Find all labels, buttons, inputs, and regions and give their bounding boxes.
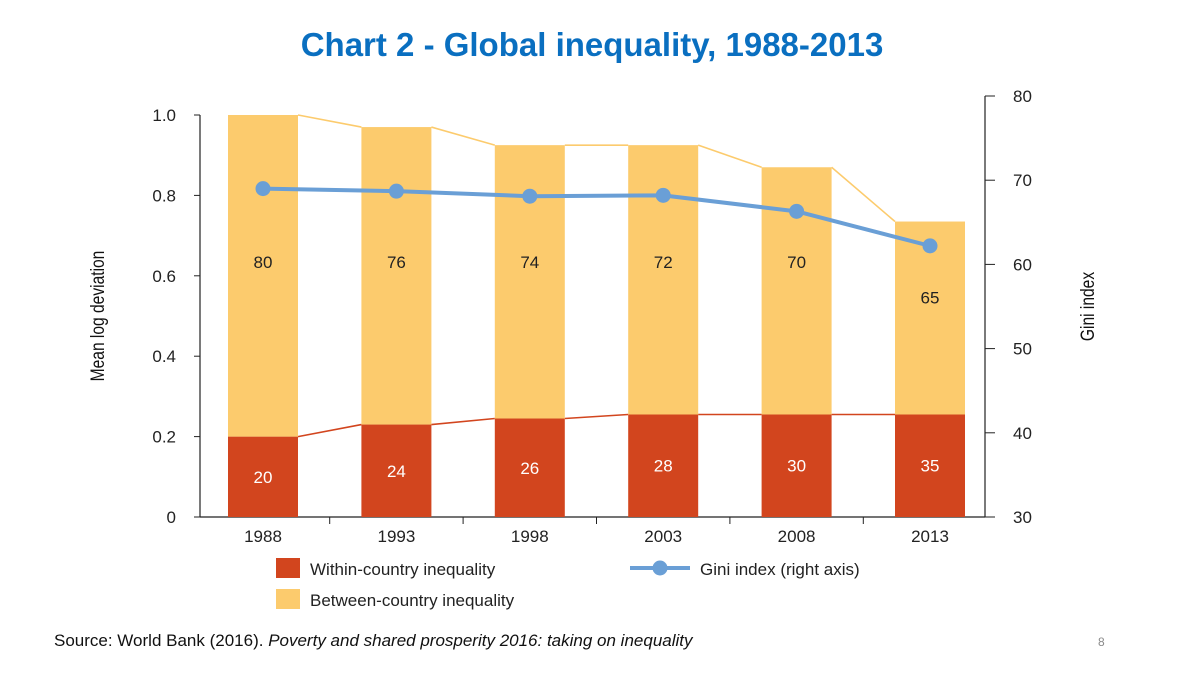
left-tick-label: 0.6 — [152, 267, 176, 286]
gini-point — [922, 238, 938, 254]
gini-line — [262, 186, 931, 248]
legend-label-between: Between-country inequality — [310, 591, 515, 610]
between-connector — [431, 126, 496, 146]
bar-within — [228, 436, 298, 517]
right-tick-label: 80 — [1013, 87, 1032, 106]
bar-between-label: 74 — [520, 253, 539, 272]
bar-between-label: 80 — [254, 253, 273, 272]
left-tick-label: 0 — [167, 508, 176, 527]
within-connector — [297, 423, 362, 438]
bars-layer — [228, 114, 965, 517]
right-tick-label: 30 — [1013, 508, 1032, 527]
gini-point — [255, 181, 271, 197]
right-tick-label: 70 — [1013, 171, 1032, 190]
bar-within — [494, 418, 565, 517]
within-connector — [431, 417, 495, 426]
bar-between-label: 76 — [387, 253, 406, 272]
legend-label-within: Within-country inequality — [310, 560, 496, 579]
y2-axis-title: Gini index — [1077, 272, 1099, 342]
bar-between — [228, 115, 298, 437]
between-connector — [697, 144, 762, 169]
legend-swatch-within — [276, 558, 300, 578]
source-title: Poverty and shared prosperity 2016: taki… — [268, 631, 693, 650]
gini-point — [789, 203, 805, 219]
bar-within — [628, 414, 699, 517]
x-tick-label: 1988 — [244, 527, 282, 546]
left-tick-label: 0.2 — [152, 428, 176, 447]
left-tick-label: 0.8 — [152, 186, 176, 205]
labels-layer: 0 0.2 0.4 0.6 0.8 1.0 30 40 50 60 70 80 1988 1993 1998… — [87, 87, 1099, 546]
source-note: Source: World Bank (2016). Poverty and s… — [54, 631, 693, 651]
bar-within-label: 26 — [520, 459, 539, 478]
within-connector — [564, 413, 629, 420]
right-tick-label: 50 — [1013, 340, 1032, 359]
page-number: 8 — [1098, 635, 1105, 649]
axes-layer — [194, 95, 995, 524]
right-tick-label: 40 — [1013, 424, 1032, 443]
bar-between — [494, 145, 565, 419]
bar-between-label: 72 — [654, 253, 673, 272]
bar-within — [761, 414, 832, 517]
gini-point — [388, 183, 404, 199]
bar-within-label: 30 — [787, 457, 806, 476]
y-axis-title: Mean log deviation — [87, 251, 109, 382]
source-prefix: Source: World Bank (2016). — [54, 631, 269, 650]
bar-between-label: 70 — [787, 253, 806, 272]
bar-between — [895, 221, 965, 415]
bar-between — [361, 127, 432, 425]
x-tick-label: 1993 — [377, 527, 415, 546]
bar-between-label: 65 — [921, 289, 940, 308]
bar-within — [361, 424, 432, 517]
bar-within-label: 35 — [921, 457, 940, 476]
gini-line-layer — [255, 181, 938, 254]
chart-title: Chart 2 - Global inequality, 1988-2013 — [300, 26, 884, 63]
bar-within-label: 20 — [254, 468, 273, 487]
legend-label-gini: Gini index (right axis) — [700, 560, 860, 579]
right-tick-label: 60 — [1013, 255, 1032, 274]
legend: Within-country inequality Gini index (rig… — [276, 558, 860, 610]
legend-swatch-between — [276, 589, 300, 609]
x-tick-label: 1998 — [511, 527, 549, 546]
legend-marker-gini — [652, 560, 668, 576]
gini-point — [655, 187, 671, 203]
x-tick-label: 2013 — [911, 527, 949, 546]
x-tick-label: 2008 — [778, 527, 816, 546]
bar-between — [628, 145, 699, 415]
between-connector — [297, 114, 362, 128]
bar-within — [895, 414, 965, 517]
left-tick-label: 1.0 — [152, 106, 176, 125]
between-connector — [831, 166, 896, 223]
bar-within-label: 28 — [654, 457, 673, 476]
left-tick-label: 0.4 — [152, 347, 176, 366]
x-tick-label: 2003 — [644, 527, 682, 546]
bar-within-label: 24 — [387, 462, 406, 481]
gini-point — [522, 188, 538, 204]
